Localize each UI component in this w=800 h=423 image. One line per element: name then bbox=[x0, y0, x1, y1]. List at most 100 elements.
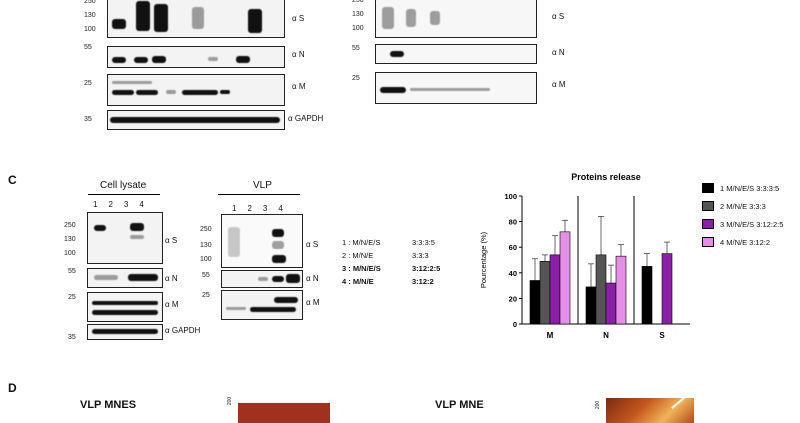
mw-marker: 55 bbox=[68, 268, 76, 275]
lane-number: 2 bbox=[108, 200, 113, 209]
vlp-mnes-title: VLP MNES bbox=[80, 399, 137, 411]
blot-n-vlp bbox=[221, 270, 303, 288]
antibody-label: α N bbox=[306, 274, 319, 283]
cell-lysate-title: Cell lysate bbox=[100, 180, 147, 191]
antibody-label: α M bbox=[306, 298, 320, 307]
blot-m-cell bbox=[87, 292, 163, 322]
mw-marker: 130 bbox=[352, 11, 364, 18]
axis-label: 200 bbox=[595, 400, 602, 410]
bar bbox=[661, 253, 673, 325]
antibody-label: α GAPDH bbox=[288, 114, 324, 123]
lane-number: 4 bbox=[278, 204, 283, 213]
protein-release-chart: Proteins release Pourcentage (%) 0 20 40 60 80… bbox=[479, 172, 690, 340]
mw-marker: 25 bbox=[352, 75, 360, 82]
microscopy-image-mnes bbox=[238, 403, 330, 423]
blot-m-top-right bbox=[375, 72, 537, 104]
y-tick-label: 80 bbox=[509, 218, 517, 227]
legend-item: 2 M/N/E 3:3:3 bbox=[702, 201, 766, 211]
panel-letter-d: D bbox=[8, 381, 17, 395]
lane-number: 1 bbox=[93, 200, 98, 209]
mw-marker: 55 bbox=[352, 45, 360, 52]
lane-number: 3 bbox=[123, 200, 129, 209]
mw-marker: 55 bbox=[202, 272, 210, 279]
lane-number: 2 bbox=[247, 204, 252, 213]
bar bbox=[595, 254, 607, 325]
blot-s-top-left bbox=[107, 0, 285, 38]
y-tick-label: 60 bbox=[509, 243, 517, 252]
bar bbox=[529, 280, 541, 325]
mw-marker: 35 bbox=[68, 334, 76, 341]
x-tick-label: N bbox=[603, 331, 609, 340]
bar bbox=[559, 231, 571, 325]
lane-number: 1 bbox=[232, 204, 237, 213]
y-tick-label: 40 bbox=[509, 269, 517, 278]
x-tick-label: M bbox=[547, 331, 554, 340]
key-ratio: 3:3:3:5 bbox=[412, 238, 435, 247]
mw-marker: 250 bbox=[64, 222, 76, 229]
legend-swatch bbox=[702, 183, 714, 193]
mw-marker: 25 bbox=[84, 80, 92, 87]
legend-label: 1 M/N/E/S 3:3:3:5 bbox=[720, 183, 780, 193]
y-tick-label: 20 bbox=[509, 294, 517, 303]
antibody-label: α M bbox=[292, 82, 306, 91]
antibody-label: α S bbox=[306, 240, 319, 249]
key-label: 4 : M/N/E bbox=[342, 277, 374, 286]
condition-key: 1 : M/N/E/S 3:3:3:5 2 : M/N/E 3:3:3 3 : … bbox=[342, 238, 440, 286]
antibody-label: α M bbox=[165, 300, 179, 309]
legend-item: 1 M/N/E/S 3:3:3:5 bbox=[702, 183, 779, 193]
antibody-label: α M bbox=[552, 80, 566, 89]
blot-gapdh-cell bbox=[87, 324, 163, 340]
legend-swatch bbox=[702, 201, 714, 211]
x-tick-label: S bbox=[659, 331, 665, 340]
antibody-label: α N bbox=[552, 48, 565, 57]
key-label: 3 : M/N/E/S bbox=[342, 264, 381, 273]
blot-n-top-right bbox=[375, 44, 537, 64]
mw-marker: 250 bbox=[352, 0, 364, 4]
key-label: 2 : M/N/E bbox=[342, 251, 374, 260]
legend-swatch bbox=[702, 237, 714, 247]
blot-m-vlp bbox=[221, 290, 303, 320]
antibody-label: α GAPDH bbox=[165, 326, 201, 335]
blot-s-vlp bbox=[221, 214, 303, 268]
key-ratio: 3:12:2:5 bbox=[412, 264, 441, 273]
y-tick-label: 100 bbox=[504, 192, 517, 201]
scale-line bbox=[671, 397, 685, 409]
bar bbox=[539, 260, 551, 325]
vlp-mne-title: VLP MNE bbox=[435, 399, 484, 411]
vlp-title: VLP bbox=[253, 180, 272, 191]
y-tick-label: 0 bbox=[513, 320, 517, 329]
mw-marker: 25 bbox=[68, 294, 76, 301]
chart-title: Proteins release bbox=[571, 172, 641, 182]
title-underline bbox=[218, 194, 300, 195]
antibody-label: α S bbox=[292, 14, 305, 23]
legend-item: 4 M/N/E 3:12:2 bbox=[702, 237, 770, 247]
mw-marker: 130 bbox=[64, 236, 76, 243]
legend-swatch bbox=[702, 219, 714, 229]
bar bbox=[549, 254, 561, 325]
blot-s-top-right bbox=[375, 0, 537, 38]
legend-item: 3 M/N/E/S 3:12:2:5 bbox=[702, 219, 783, 229]
antibody-label: α N bbox=[292, 50, 305, 59]
mw-marker: 100 bbox=[64, 250, 76, 257]
lane-number: 4 bbox=[139, 200, 144, 209]
mw-marker: 35 bbox=[84, 116, 92, 123]
antibody-label: α S bbox=[552, 12, 565, 21]
key-ratio: 3:3:3 bbox=[412, 251, 429, 260]
key-label: 1 : M/N/E/S bbox=[342, 238, 381, 247]
mw-marker: 130 bbox=[200, 242, 212, 249]
microscopy-image-mne bbox=[606, 397, 694, 423]
lane-number: 3 bbox=[262, 204, 268, 213]
mw-marker: 55 bbox=[84, 44, 92, 51]
mw-marker: 100 bbox=[352, 25, 364, 32]
mw-marker: 130 bbox=[84, 12, 96, 19]
antibody-label: α S bbox=[165, 236, 178, 245]
antibody-label: α N bbox=[165, 274, 178, 283]
blot-m-top-left bbox=[107, 74, 285, 106]
mw-marker: 100 bbox=[200, 256, 212, 263]
legend-label: 4 M/N/E 3:12:2 bbox=[720, 237, 771, 247]
blot-gapdh-top-left bbox=[107, 110, 285, 130]
bar bbox=[585, 286, 597, 325]
y-axis-label: Pourcentage (%) bbox=[479, 231, 488, 288]
bar bbox=[615, 255, 627, 325]
mw-marker: 100 bbox=[84, 26, 96, 33]
